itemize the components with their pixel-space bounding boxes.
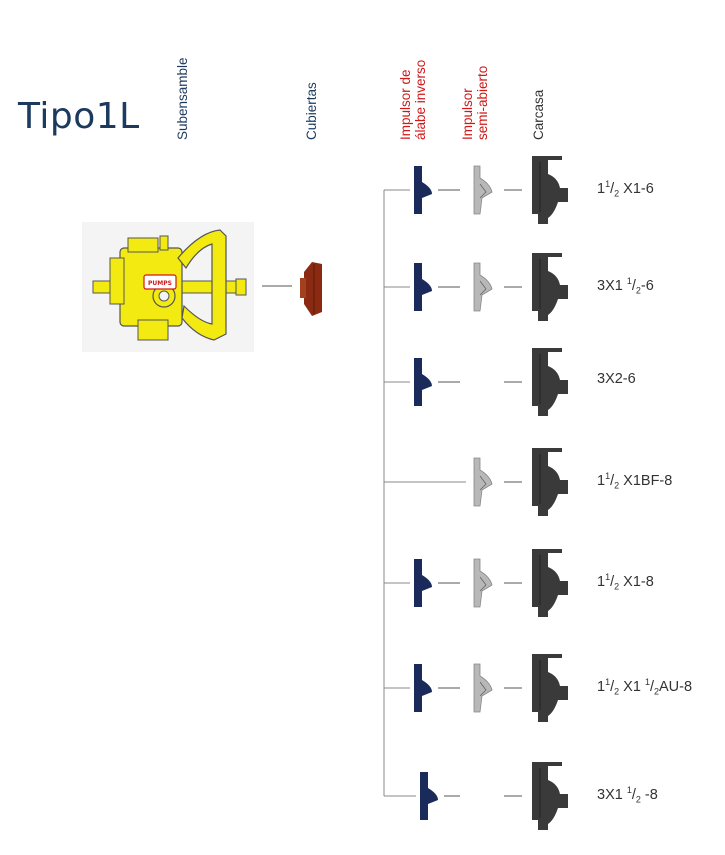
model-label-2: 3X1 1/2-6 <box>597 276 654 296</box>
row-2 <box>384 253 568 321</box>
model-label-5: 11/2 X1-8 <box>597 572 654 592</box>
model-part: 1 <box>605 677 611 687</box>
model-part: 2 <box>614 188 620 199</box>
model-part: 1 <box>605 572 611 582</box>
impeller-inverse-1 <box>414 166 432 214</box>
fraction-slash: / <box>649 678 654 695</box>
cover-image <box>300 262 322 316</box>
page-title: Tipo1L <box>18 96 140 137</box>
impeller-inverse-7 <box>420 772 438 820</box>
row-3 <box>384 348 568 416</box>
model-part: 1 <box>605 471 611 481</box>
model-part: 1 <box>644 677 650 687</box>
impeller-inverse-5 <box>414 559 432 607</box>
model-label-3: 3X2-6 <box>597 371 636 387</box>
model-part: 2 <box>614 480 620 491</box>
casing-2 <box>532 253 568 321</box>
model-part: 3X1 <box>597 786 627 803</box>
fraction-slash: / <box>631 786 636 803</box>
fraction-slash: / <box>610 180 615 197</box>
casing-3 <box>532 348 568 416</box>
model-part: AU-8 <box>659 678 693 695</box>
model-part: 1 <box>597 573 606 590</box>
model-part: -8 <box>640 786 658 803</box>
model-label-7: 3X1 1/2 -8 <box>597 785 658 805</box>
impeller-semi-4 <box>473 457 493 507</box>
casing-7 <box>532 762 568 830</box>
impeller-inverse-6 <box>414 664 432 712</box>
model-part: -6 <box>640 277 654 294</box>
row-7 <box>384 762 568 830</box>
impeller-semi-2 <box>473 262 493 312</box>
fraction-slash: / <box>610 573 615 590</box>
casing-4 <box>532 448 568 516</box>
model-part: 3X2-6 <box>597 371 636 387</box>
model-part: 2 <box>614 581 620 592</box>
impeller-semi-6 <box>473 663 493 713</box>
impeller-inverse-3 <box>414 358 432 406</box>
model-part: 1 <box>626 785 632 795</box>
model-part: X1BF-8 <box>619 472 673 489</box>
model-part: X1-6 <box>619 180 654 197</box>
model-part: 2 <box>614 686 620 697</box>
row-6 <box>384 654 568 722</box>
model-part: 2 <box>635 285 641 296</box>
model-part: X1-8 <box>619 573 654 590</box>
model-part: 1 <box>626 276 632 286</box>
row-4 <box>384 448 568 516</box>
model-label-6: 11/2 X1 1/2AU-8 <box>597 677 692 697</box>
model-part: 1 <box>605 179 611 189</box>
casing-6 <box>532 654 568 722</box>
model-part: 1 <box>597 678 606 695</box>
fraction-slash: / <box>631 277 636 294</box>
logo-text: PUMPS <box>148 280 172 287</box>
model-part: X1 <box>619 678 645 695</box>
fraction-slash: / <box>610 472 615 489</box>
model-part: 3X1 <box>597 277 627 294</box>
impeller-semi-5 <box>473 558 493 608</box>
casing-5 <box>532 549 568 617</box>
impeller-inverse-2 <box>414 263 432 311</box>
casing-1 <box>532 156 568 224</box>
model-part: 1 <box>597 472 606 489</box>
impeller-semi-1 <box>473 165 493 215</box>
subassembly-image: PUMPS <box>82 222 254 352</box>
rows-group <box>384 156 568 830</box>
model-label-1: 11/2 X1-6 <box>597 179 654 199</box>
row-1 <box>384 156 568 224</box>
model-part: 2 <box>653 686 659 697</box>
model-part: 1 <box>597 180 606 197</box>
model-label-4: 11/2 X1BF-8 <box>597 471 672 491</box>
model-part: 2 <box>635 794 641 805</box>
fraction-slash: / <box>610 678 615 695</box>
row-5 <box>384 549 568 617</box>
